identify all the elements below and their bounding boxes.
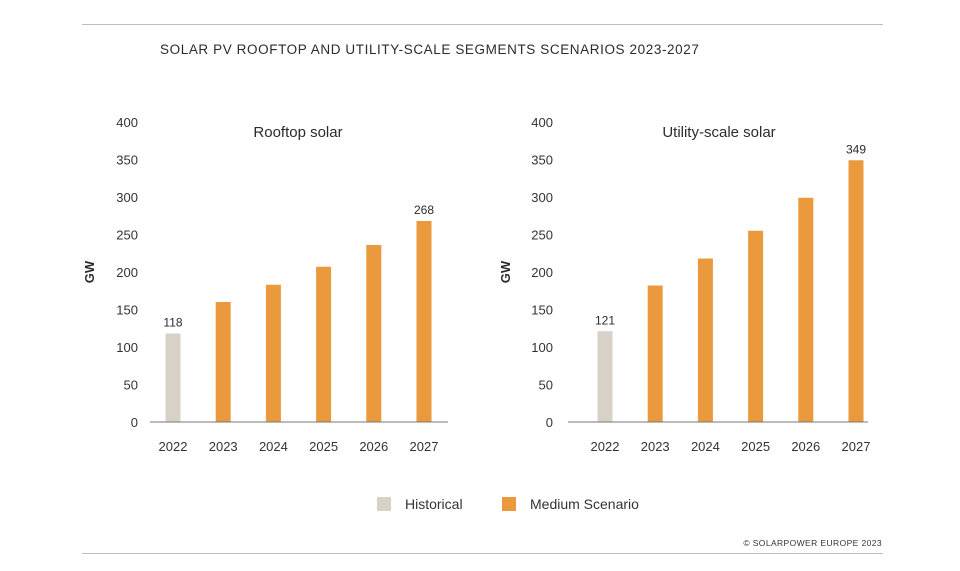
- rooftop-y-tick-label: 400: [116, 115, 138, 130]
- utility-y-tick-label: 50: [539, 378, 553, 393]
- rooftop-data-label-2022: 118: [163, 316, 182, 330]
- utility-data-label-2027: 349: [846, 142, 866, 156]
- utility-bar-2027: [848, 160, 864, 422]
- rooftop-x-tick-label: 2025: [309, 439, 338, 454]
- rooftop-y-tick-label: 300: [116, 190, 138, 205]
- rooftop-y-tick-label: 50: [124, 378, 138, 393]
- legend-medium-label: Medium Scenario: [530, 496, 639, 512]
- utility-x-tick-label: 2026: [791, 439, 820, 454]
- rooftop-y-tick-label: 100: [116, 340, 138, 355]
- legend-historical-label: Historical: [405, 496, 463, 512]
- utility-y-axis-label: GW: [498, 260, 513, 283]
- rooftop-bar-2024: [265, 284, 281, 422]
- utility-x-tick-label: 2024: [691, 439, 720, 454]
- rooftop-x-tick-label: 2026: [359, 439, 388, 454]
- rooftop-bar-2027: [416, 221, 432, 422]
- rooftop-bar-2022: [165, 333, 181, 422]
- copyright-footer: © SOLARPOWER EUROPE 2023: [743, 538, 882, 548]
- utility-x-tick-label: 2025: [741, 439, 770, 454]
- legend-medium-scenario: Medium Scenario: [502, 496, 639, 512]
- rooftop-x-tick-label: 2027: [410, 439, 439, 454]
- utility-y-tick-label: 250: [531, 228, 553, 243]
- bottom-rule: [82, 553, 883, 554]
- rooftop-bar-2025: [316, 266, 332, 422]
- utility-bar-2025: [748, 230, 764, 422]
- rooftop-y-axis-label: GW: [82, 260, 97, 283]
- rooftop-bar-2026: [366, 245, 382, 422]
- utility-y-tick-label: 300: [531, 190, 553, 205]
- utility-x-tick-label: 2022: [591, 439, 620, 454]
- utility-bar-2022: [597, 331, 613, 422]
- rooftop-y-tick-label: 150: [116, 303, 138, 318]
- utility-y-tick-label: 400: [531, 115, 553, 130]
- utility-bar-2024: [697, 258, 713, 422]
- utility-y-tick-label: 350: [531, 153, 553, 168]
- rooftop-y-tick-label: 0: [131, 415, 138, 430]
- utility-chart-title: Utility-scale solar: [662, 124, 775, 141]
- utility-x-tick-label: 2023: [641, 439, 670, 454]
- utility-bar-2023: [647, 285, 663, 422]
- rooftop-x-tick-label: 2024: [259, 439, 288, 454]
- rooftop-y-tick-label: 350: [116, 153, 138, 168]
- figure-title: SOLAR PV ROOFTOP AND UTILITY-SCALE SEGME…: [160, 42, 700, 57]
- utility-x-tick-label: 2027: [842, 439, 871, 454]
- rooftop-x-tick-label: 2023: [209, 439, 238, 454]
- utility-y-tick-label: 0: [546, 415, 553, 430]
- utility-y-tick-label: 150: [531, 303, 553, 318]
- rooftop-y-tick-label: 200: [116, 265, 138, 280]
- utility-y-tick-label: 200: [531, 265, 553, 280]
- legend-historical-swatch: [377, 497, 391, 511]
- utility-y-tick-label: 100: [531, 340, 553, 355]
- rooftop-y-tick-label: 250: [116, 228, 138, 243]
- rooftop-x-tick-label: 2022: [159, 439, 188, 454]
- rooftop-bar-2023: [215, 302, 231, 422]
- legend-historical: Historical: [377, 496, 463, 512]
- rooftop-chart-title: Rooftop solar: [253, 124, 342, 141]
- legend-medium-swatch: [502, 497, 516, 511]
- utility-data-label-2022: 121: [595, 313, 615, 327]
- top-rule: [82, 24, 883, 25]
- rooftop-data-label-2027: 268: [414, 203, 434, 217]
- utility-bar-2026: [798, 197, 814, 422]
